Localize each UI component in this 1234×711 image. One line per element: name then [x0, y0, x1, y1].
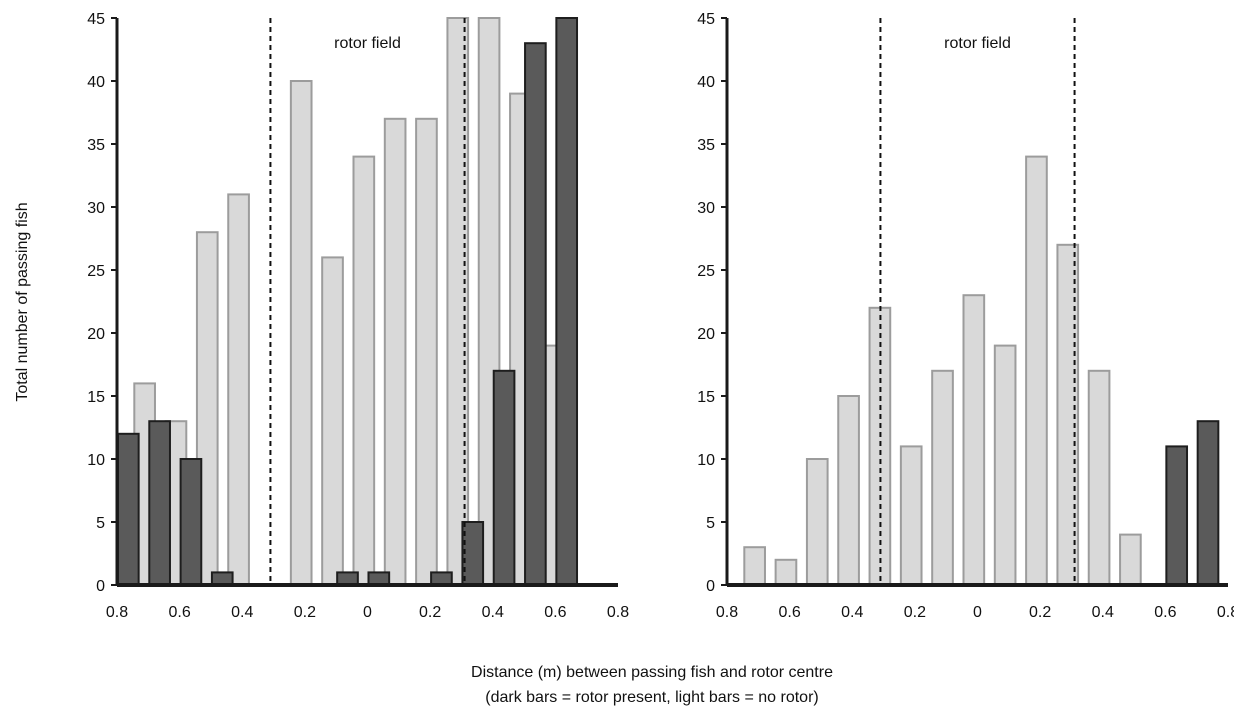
y-tick-label: 40	[87, 74, 105, 91]
bar-no-rotor	[415, 117, 438, 587]
x-tick-label: 0.6	[1154, 604, 1176, 621]
x-tick-label: 0.4	[1092, 604, 1114, 621]
x-tick-label: 0.8	[1217, 604, 1234, 621]
y-tick-label: 5	[706, 515, 715, 532]
y-tick-label: 45	[697, 11, 715, 28]
bar-rotor-present	[1165, 445, 1189, 586]
bar-rotor-present	[179, 458, 203, 586]
y-tick-label: 45	[87, 11, 105, 28]
bar-no-rotor	[962, 294, 986, 586]
y-tick-label: 5	[96, 515, 105, 532]
y-tick-label: 0	[96, 578, 105, 595]
bar-rotor-present	[116, 432, 140, 586]
y-tick-label: 10	[697, 452, 715, 469]
y-tick-label: 25	[697, 263, 715, 280]
bar-no-rotor	[837, 395, 860, 586]
y-axis-title: Total number of passing fish	[14, 202, 31, 401]
y-tick-label: 35	[87, 137, 105, 154]
bar-no-rotor	[743, 546, 766, 587]
bar-no-rotor	[993, 344, 1017, 586]
x-tick-label: 0.6	[169, 604, 191, 621]
y-tick-label: 35	[697, 137, 715, 154]
bar-rotor-present	[555, 17, 579, 586]
x-tick-label: 0.2	[1029, 604, 1051, 621]
bar-no-rotor	[321, 256, 344, 586]
rotor-field-label: rotor field	[944, 35, 1011, 52]
x-tick-label: 0.8	[607, 604, 629, 621]
bar-rotor-present	[148, 420, 171, 587]
x-tick-label: 0.4	[231, 604, 253, 621]
y-tick-label: 40	[697, 74, 715, 91]
bar-no-rotor	[383, 117, 407, 587]
x-tick-label: 0.2	[419, 604, 441, 621]
x-tick-label: 0	[363, 604, 372, 621]
x-tick-label: 0.6	[544, 604, 566, 621]
x-axis-title-line2: (dark bars = rotor present, light bars =…	[485, 689, 818, 706]
y-tick-label: 10	[87, 452, 105, 469]
right-panel: rotor field 0 5 10 15 20 25 30 35 40 45 0.8 0.6 0.4 0.…	[697, 11, 1234, 621]
left-panel: rotor field 0 5 10 15 20 25 30 35 40 45 0.8 0.6 0.4 0.…	[87, 11, 629, 621]
y-tick-label: 20	[87, 326, 105, 343]
x-tick-label: 0.8	[106, 604, 128, 621]
bar-no-rotor	[1087, 369, 1111, 586]
y-tick-label: 30	[87, 200, 105, 217]
x-tick-label: 0.8	[716, 604, 738, 621]
x-tick-label: 0.4	[841, 604, 863, 621]
y-tick-label: 0	[706, 578, 715, 595]
x-axis-title-line1: Distance (m) between passing fish and ro…	[471, 664, 833, 681]
bar-no-rotor	[289, 80, 313, 586]
y-tick-label: 15	[87, 389, 105, 406]
bar-no-rotor	[805, 458, 829, 586]
x-tick-label: 0	[973, 604, 982, 621]
x-tick-label: 0.6	[779, 604, 801, 621]
y-tick-label: 15	[697, 389, 715, 406]
bar-no-rotor	[1025, 155, 1048, 586]
x-tick-label: 0.4	[482, 604, 504, 621]
x-tick-label: 0.2	[294, 604, 316, 621]
rotor-field-label: rotor field	[334, 35, 401, 52]
y-tick-label: 25	[87, 263, 105, 280]
bar-no-rotor	[899, 445, 923, 586]
bar-no-rotor	[227, 193, 250, 586]
x-tick-label: 0.2	[904, 604, 926, 621]
bar-no-rotor	[352, 155, 376, 586]
bar-rotor-present	[1196, 420, 1220, 587]
y-tick-label: 20	[697, 326, 715, 343]
bar-rotor-present	[492, 369, 516, 586]
bar-no-rotor	[1119, 533, 1142, 586]
bar-rotor-present	[524, 42, 547, 586]
bar-no-rotor	[931, 369, 954, 586]
y-tick-label: 30	[697, 200, 715, 217]
bar-no-rotor	[774, 558, 798, 586]
